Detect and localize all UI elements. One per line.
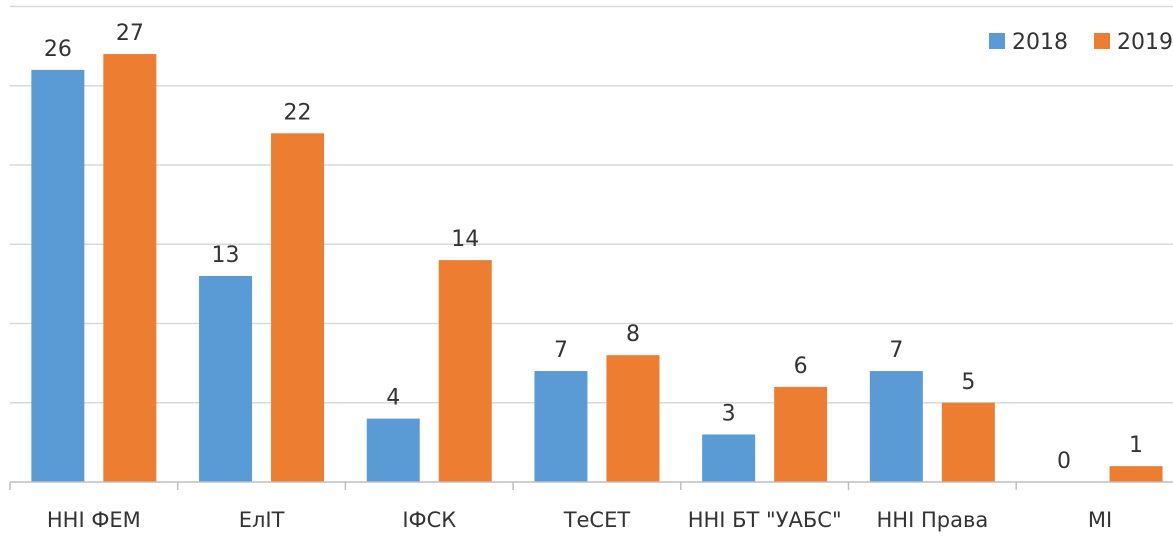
bar-2019 bbox=[271, 133, 325, 483]
legend-swatch bbox=[1094, 33, 1110, 49]
data-label: 1 bbox=[1129, 433, 1143, 458]
category-label: ННІ ФЕМ bbox=[47, 508, 141, 532]
legend: 2018 2019 bbox=[989, 30, 1173, 55]
bar-2019 bbox=[774, 386, 828, 482]
category-label: ТеСЕТ bbox=[563, 508, 631, 532]
bar-2019 bbox=[103, 54, 157, 483]
data-label: 8 bbox=[626, 322, 640, 347]
legend-swatch bbox=[989, 33, 1005, 49]
category-label: ННІ БТ "УАБС" bbox=[688, 508, 842, 532]
data-label: 6 bbox=[794, 354, 808, 379]
data-label: 22 bbox=[284, 100, 312, 125]
gridlines bbox=[10, 5, 1173, 404]
data-label: 5 bbox=[961, 370, 975, 395]
bar-2018 bbox=[199, 275, 253, 482]
category-label: МІ bbox=[1088, 508, 1112, 532]
bar-2018 bbox=[534, 371, 588, 482]
x-axis-labels: ННІ ФЕМ ЕлІТ ІФСК ТеСЕТ ННІ БТ "УАБС" ННІ Пра… bbox=[47, 508, 1112, 532]
legend-label: 2018 bbox=[1012, 30, 1068, 55]
bar-2019 bbox=[606, 355, 660, 482]
bar-2018 bbox=[366, 418, 420, 482]
value-labels: 26 27 13 22 4 14 7 8 3 6 7 5 0 1 bbox=[44, 21, 1143, 474]
category-label: ІФСК bbox=[402, 508, 456, 532]
x-axis-ticks bbox=[9, 482, 1017, 490]
data-label: 13 bbox=[212, 243, 240, 268]
bar-2019 bbox=[941, 402, 995, 482]
data-label: 7 bbox=[554, 338, 568, 363]
data-label: 27 bbox=[116, 21, 144, 46]
bar-2019 bbox=[438, 260, 492, 482]
bar-2018 bbox=[869, 371, 923, 482]
data-label: 0 bbox=[1057, 449, 1071, 474]
data-label: 4 bbox=[386, 386, 400, 411]
data-label: 7 bbox=[889, 338, 903, 363]
category-label: ННІ Права bbox=[877, 508, 989, 532]
category-label: ЕлІТ bbox=[239, 508, 285, 532]
bars bbox=[31, 54, 1163, 483]
data-label: 3 bbox=[722, 401, 736, 426]
bar-2018 bbox=[31, 69, 85, 483]
data-label: 14 bbox=[451, 227, 479, 252]
bar-2018 bbox=[702, 434, 756, 482]
bar-2019 bbox=[1109, 466, 1163, 482]
data-label: 26 bbox=[44, 37, 72, 62]
legend-label: 2019 bbox=[1117, 30, 1173, 55]
